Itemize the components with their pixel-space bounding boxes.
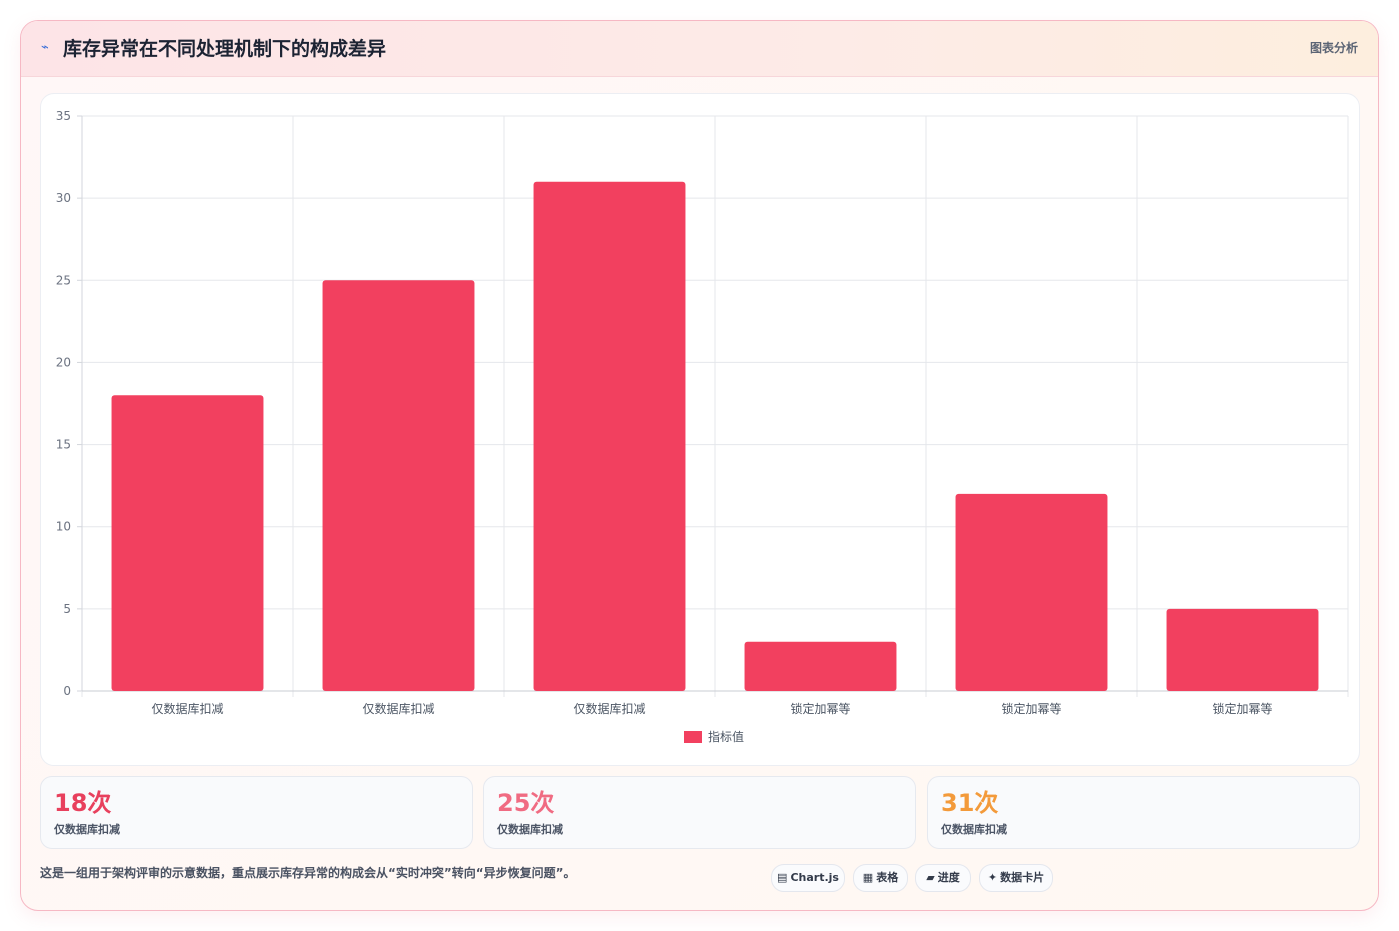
stat-label: 仅数据库扣减: [497, 823, 563, 836]
stat-card-1: 18次 仅数据库扣减: [40, 776, 473, 849]
y-tick-label: 0: [63, 684, 71, 698]
bar: [744, 641, 897, 691]
bar: [322, 280, 475, 691]
stat-card-2: 25次 仅数据库扣减: [483, 776, 916, 849]
pill-table[interactable]: ▦ 表格: [853, 864, 908, 892]
bar: [955, 493, 1108, 691]
card-header: ⌁ 库存异常在不同处理机制下的构成差异 图表分析: [21, 21, 1378, 77]
page-title: 库存异常在不同处理机制下的构成差异: [63, 38, 387, 60]
stat-label: 仅数据库扣减: [54, 823, 120, 836]
pill-label: Chart.js: [790, 871, 839, 884]
y-tick-label: 25: [56, 273, 71, 287]
stat-value: 31次: [941, 789, 999, 817]
pill-chartjs[interactable]: ▤ Chart.js: [771, 864, 845, 892]
chart-analysis-tag: 图表分析: [1309, 41, 1358, 55]
y-tick-label: 30: [56, 191, 71, 205]
x-tick-label: 锁定加幂等: [1001, 701, 1061, 716]
stat-label: 仅数据库扣减: [941, 823, 1007, 836]
stat-value: 18次: [54, 789, 112, 817]
pill-label: 表格: [876, 871, 899, 884]
bar-chart: 0 5 10 15 20 25 30 35 仅数据库扣减 仅数据库扣减 仅数据库扣减 锁定加幂等 锁定加…: [56, 109, 1349, 744]
stat-card-3: 31次 仅数据库扣减: [927, 776, 1360, 849]
x-tick-label: 锁定加幂等: [790, 701, 850, 716]
pill-progress[interactable]: ▰ 进度: [915, 864, 971, 892]
x-tick-label: 锁定加幂等: [1212, 701, 1272, 716]
pill-label: 进度: [937, 871, 960, 884]
x-tick-label: 仅数据库扣减: [151, 701, 223, 716]
x-tick-label: 仅数据库扣减: [573, 701, 645, 716]
trend-icon: ⌁: [41, 40, 49, 55]
bar: [111, 395, 264, 691]
bar: [533, 181, 686, 691]
pill-data-card[interactable]: ✦ 数据卡片: [979, 864, 1053, 892]
footnote: 这是一组用于架构评审的示意数据，重点展示库存异常的构成会从“实时冲突”转向“异步…: [40, 866, 576, 880]
legend-label: 指标值: [708, 729, 744, 744]
progress-icon: ▰: [926, 871, 935, 884]
legend-swatch: [684, 731, 702, 743]
bar: [1166, 608, 1319, 691]
chart-card: ⌁ 库存异常在不同处理机制下的构成差异 图表分析 0 5 10 15 20 25 30 35 仅…: [20, 20, 1379, 911]
stat-value: 25次: [497, 789, 555, 817]
sparkle-icon: ✦: [987, 871, 998, 884]
pill-label: 数据卡片: [1000, 871, 1045, 884]
y-tick-label: 10: [56, 520, 71, 534]
y-tick-label: 20: [56, 355, 71, 369]
chart-icon: ▤: [777, 871, 788, 884]
y-tick-label: 35: [56, 109, 71, 123]
chart-container: 0 5 10 15 20 25 30 35 仅数据库扣减 仅数据库扣减 仅数据库扣减 锁定加幂等 锁定加…: [40, 93, 1360, 766]
y-tick-label: 5: [63, 602, 71, 616]
y-tick-label: 15: [56, 438, 71, 452]
table-icon: ▦: [862, 871, 874, 884]
x-tick-label: 仅数据库扣减: [362, 701, 434, 716]
